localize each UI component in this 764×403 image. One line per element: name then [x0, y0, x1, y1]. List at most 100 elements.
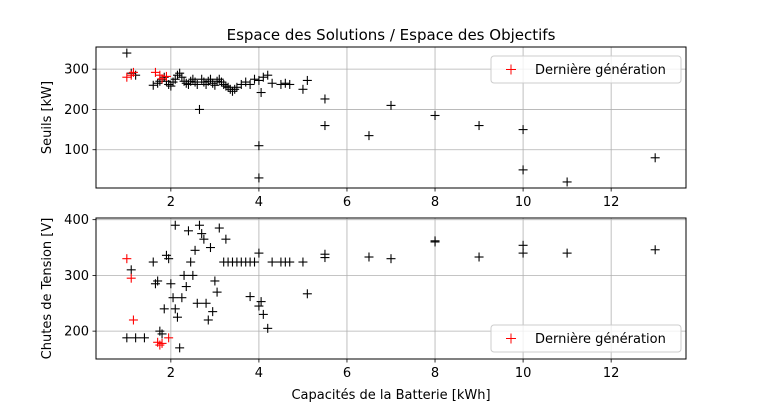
- data-point: [267, 78, 277, 88]
- data-point: [179, 270, 189, 280]
- data-point: [241, 77, 251, 87]
- data-point: [139, 333, 149, 343]
- data-point: [254, 173, 264, 183]
- data-point: [285, 79, 295, 89]
- data-point: [192, 79, 202, 89]
- data-point: [170, 220, 180, 230]
- data-point: [186, 76, 196, 86]
- data-point: [186, 257, 196, 267]
- axes-frame: [95, 46, 687, 189]
- legend: Dernière génération: [490, 324, 682, 353]
- data-point: [364, 131, 374, 141]
- data-point: [159, 72, 169, 82]
- data-point: [203, 315, 213, 325]
- data-point-last-generation: [164, 333, 174, 343]
- data-point: [518, 165, 528, 175]
- data-point: [159, 304, 169, 314]
- data-point: [298, 257, 308, 267]
- data-point: [170, 304, 180, 314]
- data-point: [190, 77, 200, 87]
- data-point: [267, 257, 277, 267]
- x-tick-label: 2: [167, 195, 175, 210]
- data-point: [518, 248, 528, 258]
- legend: Dernière génération: [490, 55, 682, 84]
- axes-frame: [95, 217, 687, 360]
- data-point: [172, 70, 182, 80]
- data-point: [214, 223, 224, 233]
- data-point: [170, 74, 180, 84]
- data-point: [250, 74, 260, 84]
- data-point-last-generation: [157, 338, 167, 348]
- data-point: [148, 257, 158, 267]
- data-point: [194, 104, 204, 114]
- data-point: [562, 177, 572, 187]
- data-point: [364, 252, 374, 262]
- data-point: [386, 100, 396, 110]
- data-point: [183, 226, 193, 236]
- y-axis-label: Chutes de Tension [V]: [40, 218, 55, 360]
- data-point: [320, 94, 330, 104]
- legend-box: [490, 324, 682, 353]
- data-point: [518, 240, 528, 250]
- data-point: [192, 298, 202, 308]
- data-point: [203, 76, 213, 86]
- data-point: [168, 293, 178, 303]
- x-tick-label: 2: [167, 366, 175, 381]
- data-points: [122, 220, 660, 353]
- data-point: [302, 75, 312, 85]
- data-point-last-generation: [155, 70, 165, 80]
- data-point: [210, 80, 220, 90]
- subplot-objectives: 2 4 6 8 10 12 100 200 300 Seuils [kW] Dernière g…: [40, 46, 687, 210]
- data-point: [153, 78, 163, 88]
- data-point: [256, 297, 266, 307]
- data-point: [131, 333, 141, 343]
- data-point: [223, 82, 233, 92]
- y-tick-label: 300: [64, 269, 89, 284]
- data-point: [175, 68, 185, 78]
- ticks: 2 4 6 8 10 12 200 300 400: [64, 213, 619, 381]
- legend-box: [490, 55, 682, 84]
- data-point: [157, 329, 167, 339]
- data-point-last-generation: [122, 72, 132, 82]
- data-point: [175, 343, 185, 353]
- data-point: [474, 252, 484, 262]
- data-point: [430, 110, 440, 120]
- data-point: [212, 287, 222, 297]
- data-point: [518, 125, 528, 135]
- data-point: [122, 333, 132, 343]
- data-point: [199, 234, 209, 244]
- data-point: [164, 79, 174, 89]
- data-point: [254, 141, 264, 151]
- data-point: [177, 72, 187, 82]
- data-point: [122, 48, 132, 58]
- y-tick-label: 100: [64, 143, 89, 158]
- data-point: [205, 74, 215, 84]
- data-point: [285, 257, 295, 267]
- data-point: [205, 243, 215, 253]
- data-point-last-generation: [126, 273, 136, 283]
- data-point: [164, 254, 174, 264]
- data-point: [650, 245, 660, 255]
- data-point: [199, 77, 209, 87]
- x-tick-label: 4: [255, 195, 263, 210]
- data-point: [276, 79, 286, 89]
- data-point-last-generation: [122, 254, 132, 264]
- data-point: [430, 237, 440, 247]
- x-tick-label: 4: [255, 366, 263, 381]
- data-point: [245, 79, 255, 89]
- data-point: [230, 84, 240, 94]
- data-points: [122, 48, 660, 187]
- data-point: [320, 121, 330, 131]
- y-tick-label: 300: [64, 63, 89, 78]
- data-point-last-generation: [128, 67, 138, 77]
- data-point: [298, 84, 308, 94]
- data-point: [197, 229, 207, 239]
- data-point: [194, 220, 204, 230]
- data-point: [188, 270, 198, 280]
- legend-marker: [506, 64, 516, 75]
- data-point-last-generation: [161, 71, 171, 81]
- data-point: [256, 88, 266, 98]
- data-point: [177, 293, 187, 303]
- data-point: [302, 289, 312, 299]
